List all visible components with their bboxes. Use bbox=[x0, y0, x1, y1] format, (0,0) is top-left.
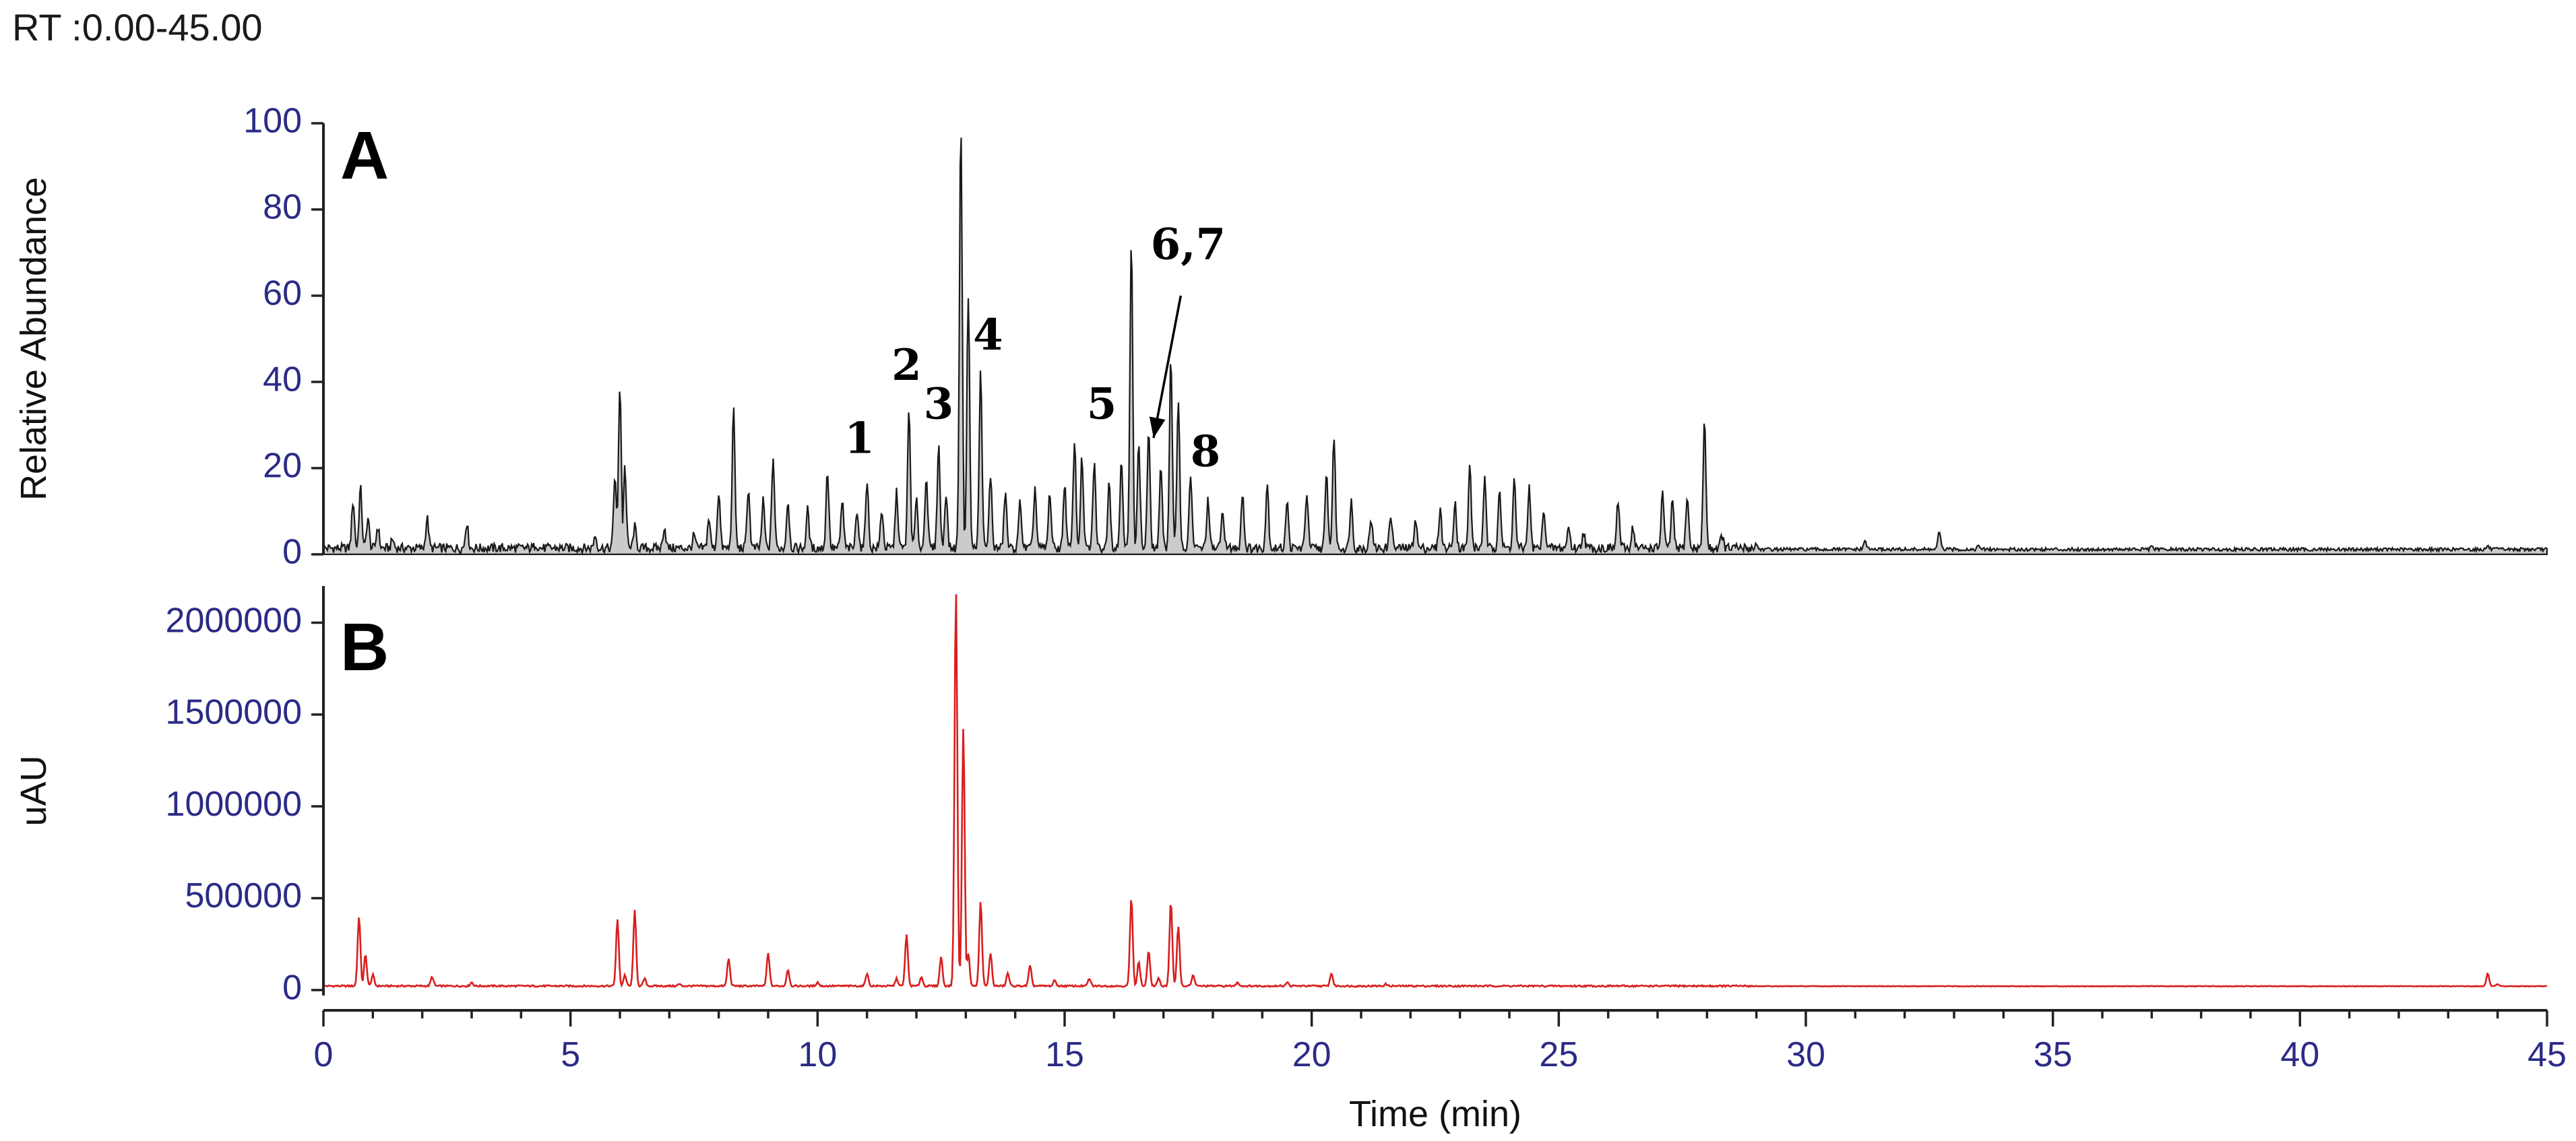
x-tick-label: 15 bbox=[1045, 1035, 1084, 1074]
y-tick-label: 0 bbox=[282, 533, 302, 572]
rt-range-label: RT :0.00-45.00 bbox=[12, 6, 263, 48]
peak-label: 1 bbox=[844, 414, 875, 464]
y-tick-label: 2000000 bbox=[166, 601, 302, 640]
x-tick-label: 25 bbox=[1539, 1035, 1578, 1074]
peak-label: 5 bbox=[1087, 379, 1117, 429]
peak-label: 2 bbox=[891, 340, 922, 391]
peak-label: 4 bbox=[973, 310, 1003, 360]
panel-a-letter: A bbox=[340, 118, 389, 193]
panel-b-axes: 0 500000 1000000 1500000 2000000 0 5 10 15 20 25 30… bbox=[166, 586, 2567, 1074]
x-tick-label: 5 bbox=[561, 1035, 580, 1074]
y-tick-label: 80 bbox=[263, 188, 302, 227]
y-tick-label: 60 bbox=[263, 274, 302, 313]
y-tick-label: 40 bbox=[263, 360, 302, 399]
x-tick-label: 45 bbox=[2527, 1035, 2567, 1074]
peak-label: 3 bbox=[924, 379, 954, 429]
y-tick-label: 0 bbox=[282, 969, 302, 1008]
panel-b-y-axis-title: uAU bbox=[13, 755, 54, 826]
x-tick-label: 20 bbox=[1292, 1035, 1331, 1074]
panel-a-axes: 0 20 40 60 80 100 bbox=[243, 102, 325, 572]
x-tick-label: 35 bbox=[2034, 1035, 2073, 1074]
x-axis-title: Time (min) bbox=[1349, 1094, 1521, 1134]
panel-b-trace bbox=[323, 594, 2548, 989]
x-tick-label: 10 bbox=[798, 1035, 837, 1074]
y-tick-label: 500000 bbox=[185, 876, 302, 915]
panel-b-uv-chromatogram: 0 500000 1000000 1500000 2000000 0 5 10 15 20 25 30… bbox=[13, 586, 2567, 1134]
panel-a-trace bbox=[322, 137, 2548, 556]
y-tick-label: 20 bbox=[263, 447, 302, 486]
x-tick-label: 30 bbox=[1786, 1035, 1825, 1074]
y-tick-label: 1000000 bbox=[166, 785, 302, 824]
peak-6-7-arrowhead bbox=[1149, 416, 1166, 438]
x-tick-label: 40 bbox=[2280, 1035, 2319, 1074]
panel-b-letter: B bbox=[340, 610, 389, 685]
peak-label: 8 bbox=[1191, 426, 1221, 477]
y-tick-label: 100 bbox=[243, 102, 302, 141]
peak-label: 6,7 bbox=[1151, 220, 1226, 270]
panel-a-y-axis-title: Relative Abundance bbox=[13, 177, 54, 500]
peak-6-7-arrow bbox=[1152, 295, 1183, 438]
y-tick-label: 1500000 bbox=[166, 693, 302, 732]
x-tick-label: 0 bbox=[314, 1035, 334, 1074]
